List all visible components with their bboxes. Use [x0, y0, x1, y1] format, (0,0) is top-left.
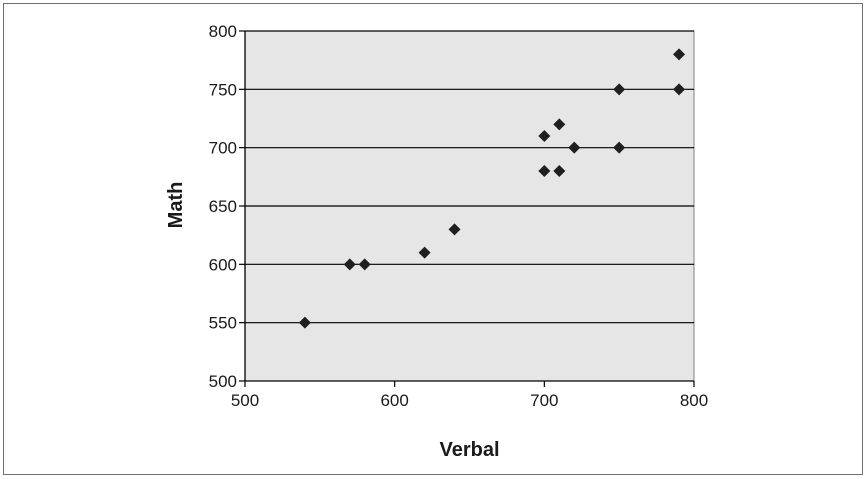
x-tick-label: 700 [530, 391, 558, 410]
data-point [358, 258, 371, 271]
data-point [553, 165, 566, 177]
x-tick-label: 800 [680, 391, 708, 410]
y-tick-label: 650 [209, 197, 237, 216]
y-tick-label: 800 [209, 22, 237, 41]
x-tick-label: 600 [380, 391, 408, 410]
y-tick-label: 500 [209, 372, 237, 391]
y-tick-label: 600 [209, 255, 237, 274]
y-tick-label: 750 [209, 80, 237, 99]
y-tick-label: 550 [209, 314, 237, 333]
data-point [673, 83, 686, 96]
data-point [568, 141, 581, 154]
data-point [553, 118, 566, 131]
data-point [538, 130, 551, 142]
data-points [298, 48, 686, 329]
x-axis-title: Verbal [439, 439, 499, 461]
data-point [613, 83, 626, 96]
data-point [613, 141, 626, 154]
data-point [343, 258, 356, 271]
y-axis-ticks: 500 550 600 650 700 750 800 [209, 22, 245, 391]
x-axis-ticks: 500 600 700 800 [231, 381, 708, 410]
data-point [538, 165, 551, 177]
data-point [673, 48, 686, 61]
data-point [448, 223, 461, 236]
data-point [418, 246, 431, 259]
data-point [298, 316, 311, 329]
x-tick-label: 500 [231, 391, 259, 410]
y-axis-title: Math [165, 182, 187, 229]
y-tick-label: 700 [209, 139, 237, 158]
